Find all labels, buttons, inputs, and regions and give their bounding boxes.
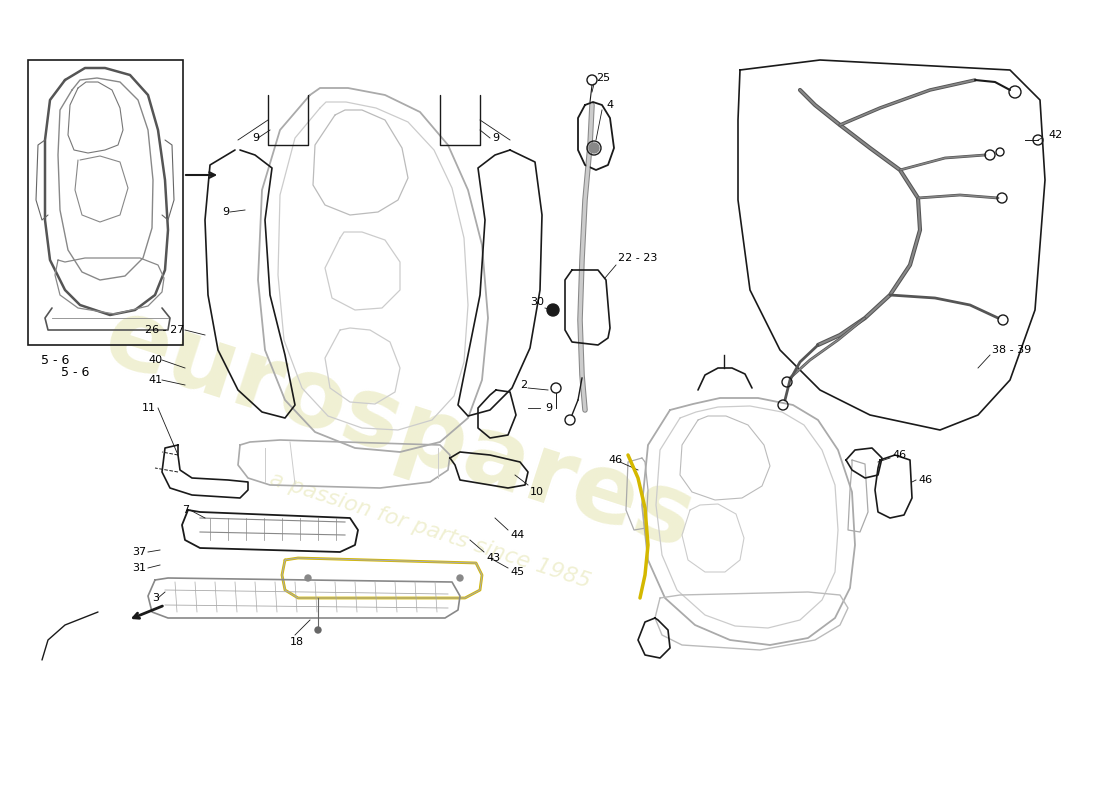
Circle shape <box>456 575 463 581</box>
Text: 41: 41 <box>148 375 162 385</box>
Text: 11: 11 <box>142 403 156 413</box>
Text: 42: 42 <box>1048 130 1063 140</box>
Text: 7: 7 <box>182 505 189 515</box>
Bar <box>28 60 183 345</box>
Text: 5 - 6: 5 - 6 <box>41 354 69 366</box>
Text: 9: 9 <box>544 403 552 413</box>
Text: 37: 37 <box>132 547 146 557</box>
Text: 5 - 6: 5 - 6 <box>60 366 89 378</box>
Text: 26 - 27: 26 - 27 <box>145 325 185 335</box>
Text: 46: 46 <box>608 455 623 465</box>
Text: 10: 10 <box>530 487 544 497</box>
Text: eurospares: eurospares <box>94 291 706 569</box>
Circle shape <box>315 627 321 633</box>
Text: 4: 4 <box>606 100 613 110</box>
Text: 25: 25 <box>596 73 611 83</box>
Text: 3: 3 <box>152 593 160 603</box>
Text: 46: 46 <box>892 450 906 460</box>
Text: 2: 2 <box>520 380 527 390</box>
Text: 9: 9 <box>252 133 260 143</box>
Text: 40: 40 <box>148 355 162 365</box>
Text: 9: 9 <box>492 133 499 143</box>
Text: 18: 18 <box>290 637 304 647</box>
Text: 45: 45 <box>510 567 524 577</box>
Text: 38 - 39: 38 - 39 <box>992 345 1032 355</box>
Text: 22 - 23: 22 - 23 <box>618 253 658 263</box>
Text: 30: 30 <box>530 297 544 307</box>
Circle shape <box>588 143 600 153</box>
Text: 43: 43 <box>486 553 500 563</box>
Circle shape <box>547 304 559 316</box>
Text: a passion for parts since 1985: a passion for parts since 1985 <box>267 469 593 591</box>
Text: 31: 31 <box>132 563 146 573</box>
Text: 44: 44 <box>510 530 525 540</box>
Text: 46: 46 <box>918 475 932 485</box>
Circle shape <box>305 575 311 581</box>
Text: 9: 9 <box>222 207 229 217</box>
